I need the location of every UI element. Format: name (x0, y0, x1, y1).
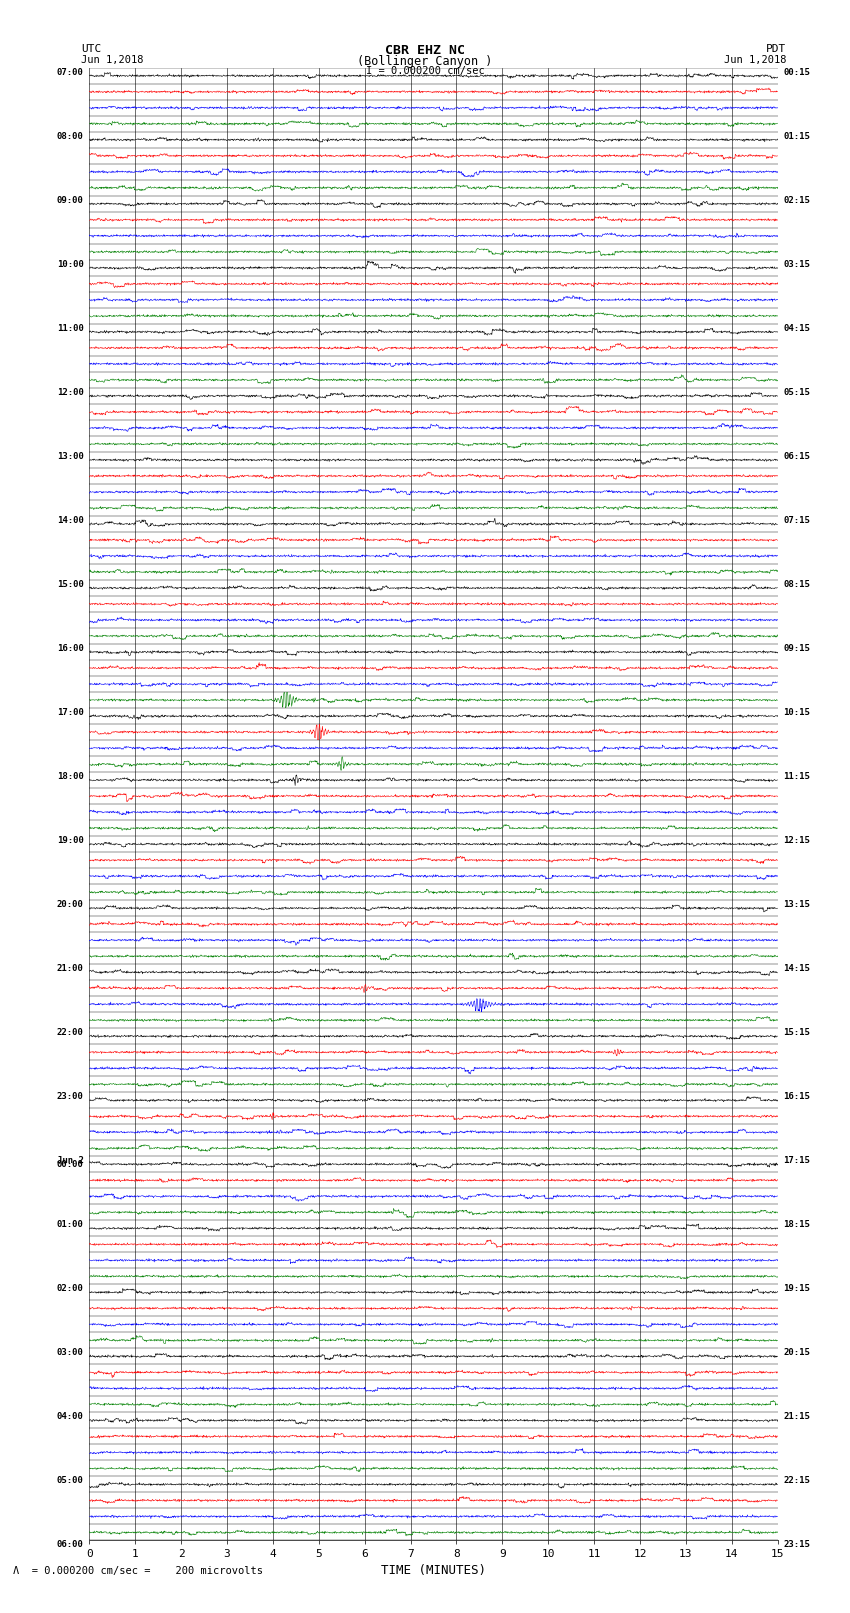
Text: 09:15: 09:15 (783, 644, 810, 653)
X-axis label: TIME (MINUTES): TIME (MINUTES) (381, 1563, 486, 1576)
Text: 14:15: 14:15 (783, 965, 810, 973)
Text: 15:15: 15:15 (783, 1027, 810, 1037)
Text: 19:00: 19:00 (57, 836, 84, 845)
Text: 15:00: 15:00 (57, 581, 84, 589)
Text: 11:00: 11:00 (57, 324, 84, 332)
Text: 05:00: 05:00 (57, 1476, 84, 1486)
Text: Ʌ  = 0.000200 cm/sec =    200 microvolts: Ʌ = 0.000200 cm/sec = 200 microvolts (13, 1566, 263, 1576)
Text: 23:00: 23:00 (57, 1092, 84, 1102)
Text: 23:15: 23:15 (783, 1540, 810, 1550)
Text: 13:15: 13:15 (783, 900, 810, 910)
Text: 08:00: 08:00 (57, 132, 84, 140)
Text: 01:15: 01:15 (783, 132, 810, 140)
Text: Jun 2: Jun 2 (57, 1157, 84, 1165)
Text: Jun 1,2018: Jun 1,2018 (723, 55, 786, 65)
Text: 00:15: 00:15 (783, 68, 810, 77)
Text: 18:00: 18:00 (57, 773, 84, 781)
Text: 05:15: 05:15 (783, 387, 810, 397)
Text: CBR EHZ NC: CBR EHZ NC (385, 44, 465, 58)
Text: 00:00: 00:00 (57, 1160, 84, 1169)
Text: 06:15: 06:15 (783, 452, 810, 461)
Text: 14:00: 14:00 (57, 516, 84, 524)
Text: 03:15: 03:15 (783, 260, 810, 269)
Text: 20:00: 20:00 (57, 900, 84, 910)
Text: Jun 1,2018: Jun 1,2018 (81, 55, 144, 65)
Text: 12:15: 12:15 (783, 836, 810, 845)
Text: PDT: PDT (766, 44, 786, 55)
Text: 22:15: 22:15 (783, 1476, 810, 1486)
Text: 10:15: 10:15 (783, 708, 810, 718)
Text: 06:00: 06:00 (57, 1540, 84, 1550)
Text: 17:00: 17:00 (57, 708, 84, 718)
Text: 21:00: 21:00 (57, 965, 84, 973)
Text: 16:15: 16:15 (783, 1092, 810, 1102)
Text: 02:15: 02:15 (783, 195, 810, 205)
Text: 17:15: 17:15 (783, 1157, 810, 1165)
Text: 11:15: 11:15 (783, 773, 810, 781)
Text: 07:15: 07:15 (783, 516, 810, 524)
Text: 19:15: 19:15 (783, 1284, 810, 1294)
Text: 08:15: 08:15 (783, 581, 810, 589)
Text: 18:15: 18:15 (783, 1221, 810, 1229)
Text: 07:00: 07:00 (57, 68, 84, 77)
Text: 02:00: 02:00 (57, 1284, 84, 1294)
Text: (Bollinger Canyon ): (Bollinger Canyon ) (357, 55, 493, 68)
Text: 13:00: 13:00 (57, 452, 84, 461)
Text: 10:00: 10:00 (57, 260, 84, 269)
Text: 12:00: 12:00 (57, 387, 84, 397)
Text: I = 0.000200 cm/sec: I = 0.000200 cm/sec (366, 66, 484, 76)
Text: 04:00: 04:00 (57, 1413, 84, 1421)
Text: 20:15: 20:15 (783, 1348, 810, 1357)
Text: 16:00: 16:00 (57, 644, 84, 653)
Text: 09:00: 09:00 (57, 195, 84, 205)
Text: 21:15: 21:15 (783, 1413, 810, 1421)
Text: UTC: UTC (81, 44, 101, 55)
Text: 01:00: 01:00 (57, 1221, 84, 1229)
Text: 04:15: 04:15 (783, 324, 810, 332)
Text: 22:00: 22:00 (57, 1027, 84, 1037)
Text: 03:00: 03:00 (57, 1348, 84, 1357)
